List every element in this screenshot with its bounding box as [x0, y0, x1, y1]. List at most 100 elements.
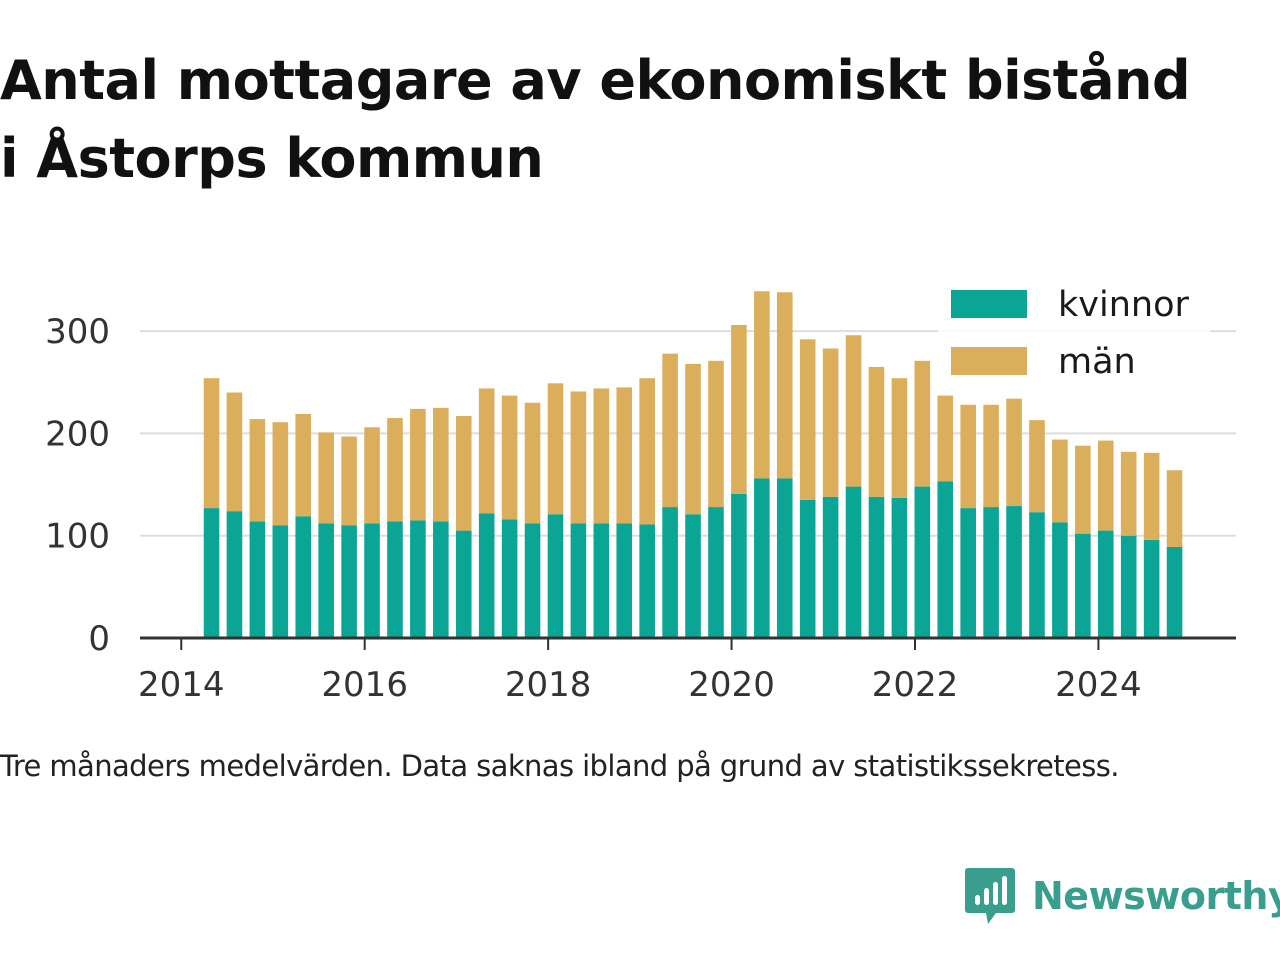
x-tick-label: 2024 [1055, 665, 1142, 705]
bar-man [226, 392, 243, 512]
bar-kvinnor [295, 516, 312, 638]
bar-kvinnor [524, 523, 541, 638]
chart-title-line-2: i Åstorps kommun [0, 127, 544, 190]
bar-kvinnor [478, 513, 495, 638]
bar-man [547, 383, 564, 515]
bar-kvinnor [754, 478, 770, 638]
bar-kvinnor [685, 514, 701, 638]
bar-kvinnor [364, 523, 380, 638]
x-tick-label: 2018 [505, 665, 592, 705]
bar-kvinnor [547, 514, 564, 638]
bar-man [891, 378, 908, 498]
bar-kvinnor [1166, 546, 1183, 638]
bar-kvinnor [845, 486, 862, 638]
bar-man [1166, 470, 1183, 547]
bar-kvinnor [570, 523, 587, 638]
bar-kvinnor [272, 525, 289, 638]
bar-man [318, 432, 334, 524]
bar-man [249, 419, 266, 522]
bar-kvinnor [501, 519, 518, 638]
bar-man [524, 402, 541, 524]
bar-kvinnor [1052, 522, 1068, 638]
bar-man [501, 395, 518, 520]
bar-man [731, 325, 747, 494]
bar-kvinnor [776, 478, 793, 638]
bar-man [776, 292, 793, 479]
bar-kvinnor [387, 521, 403, 638]
bar-man [478, 388, 495, 514]
bar-kvinnor [822, 496, 839, 638]
bar-man [845, 335, 862, 487]
bar-kvinnor [593, 523, 610, 638]
bar-kvinnor [639, 524, 655, 638]
bar-kvinnor [616, 523, 633, 638]
bar-kvinnor [891, 497, 908, 638]
chart-caption: Tre månaders medelvärden. Data saknas ib… [0, 749, 1120, 783]
bar-man [1006, 398, 1022, 507]
bar-man [1120, 451, 1137, 536]
bar-man [1075, 445, 1091, 534]
bar-kvinnor [203, 508, 220, 638]
bar-man [570, 391, 587, 524]
legend: kvinnor män [938, 274, 1210, 388]
bar-man [387, 418, 403, 522]
bar-man [799, 339, 816, 500]
bar-man [662, 353, 678, 508]
bar-man [754, 291, 770, 479]
legend-label-man: män [1058, 342, 1136, 382]
bar-man [708, 360, 724, 508]
bar-kvinnor [455, 530, 472, 638]
bar-kvinnor [318, 523, 334, 638]
bar-kvinnor [983, 507, 999, 638]
bar-man [410, 408, 426, 521]
x-tick-label: 2020 [688, 665, 775, 705]
bar-kvinnor [1097, 530, 1114, 638]
chart-speech-bubble-icon [965, 868, 1015, 924]
bar-man [455, 416, 472, 531]
legend-label-kvinnor: kvinnor [1058, 285, 1189, 325]
bar-man [1143, 452, 1160, 540]
bar-kvinnor [731, 493, 747, 638]
axis-layer: 0 100 200 300 2014 2016 2018 2020 2022 2024 [45, 312, 1236, 705]
bar-kvinnor [914, 486, 931, 638]
bar-man [295, 413, 312, 517]
bar-man [616, 387, 633, 524]
stacked-bar-chart: 0 100 200 300 2014 2016 2018 2020 2022 2024 kvinn… [45, 274, 1236, 705]
bar-kvinnor [708, 507, 724, 638]
legend-swatch-man [951, 347, 1027, 375]
x-tick-label: 2016 [321, 665, 408, 705]
bar-kvinnor [799, 499, 816, 638]
brand-logo: Newsworthy [964, 864, 1280, 928]
bar-man [593, 388, 610, 524]
y-tick-label: 100 [45, 517, 110, 557]
bar-kvinnor [410, 520, 426, 638]
chart-area: 0 100 200 300 2014 2016 2018 2020 2022 2024 kvinn… [0, 260, 1280, 720]
bar-man [203, 378, 220, 509]
bar-man [960, 404, 976, 509]
bars-layer [203, 291, 1183, 638]
bar-man [433, 407, 449, 522]
bar-man [822, 348, 839, 497]
bar-man [639, 378, 655, 525]
bar-kvinnor [341, 525, 357, 638]
legend-swatch-kvinnor [951, 290, 1027, 318]
x-tick-label: 2022 [872, 665, 959, 705]
bar-kvinnor [433, 521, 449, 638]
bar-kvinnor [1075, 533, 1091, 638]
bar-kvinnor [1006, 506, 1022, 638]
bar-kvinnor [937, 481, 954, 638]
bar-man [1097, 440, 1114, 531]
x-tick-label: 2014 [138, 665, 225, 705]
bar-man [364, 427, 380, 524]
bar-kvinnor [226, 511, 243, 638]
bar-man [937, 395, 954, 482]
bar-kvinnor [960, 508, 976, 638]
y-tick-label: 200 [45, 414, 110, 454]
bar-man [914, 360, 931, 487]
bar-man [341, 436, 357, 526]
y-tick-label: 0 [88, 619, 110, 659]
bar-kvinnor [1143, 539, 1160, 638]
bar-man [983, 404, 999, 508]
bar-kvinnor [662, 507, 678, 638]
bar-kvinnor [1029, 512, 1045, 638]
